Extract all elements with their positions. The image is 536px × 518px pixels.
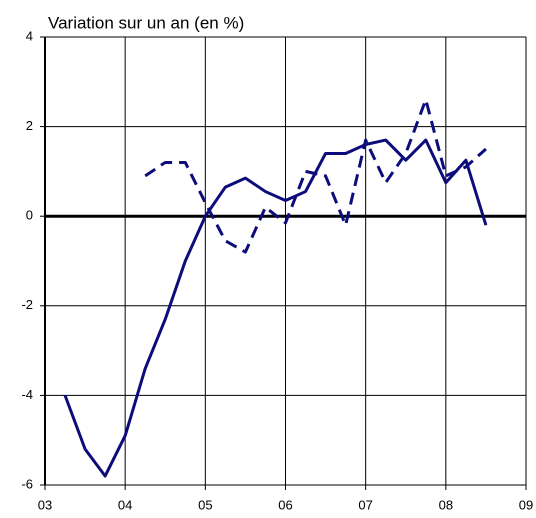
y-tick-label: 4 (26, 28, 33, 43)
x-tick-label: 03 (38, 497, 52, 512)
line-series (144, 98, 487, 254)
y-tick-label: -4 (21, 387, 33, 402)
x-tick-label: 07 (358, 497, 372, 512)
y-tick-label: -6 (21, 476, 33, 491)
y-tick-label: 0 (26, 208, 33, 223)
x-tick-label: 05 (198, 497, 212, 512)
y-tick-label: -2 (21, 297, 33, 312)
x-tick-label: 08 (439, 497, 453, 512)
x-tick-label: 06 (278, 497, 292, 512)
x-tick-label: 09 (519, 497, 533, 512)
line-series (63, 138, 488, 478)
chart-title: Variation sur un an (en %) (48, 13, 244, 32)
x-tick-label: 04 (118, 497, 132, 512)
y-tick-label: 2 (26, 118, 33, 133)
